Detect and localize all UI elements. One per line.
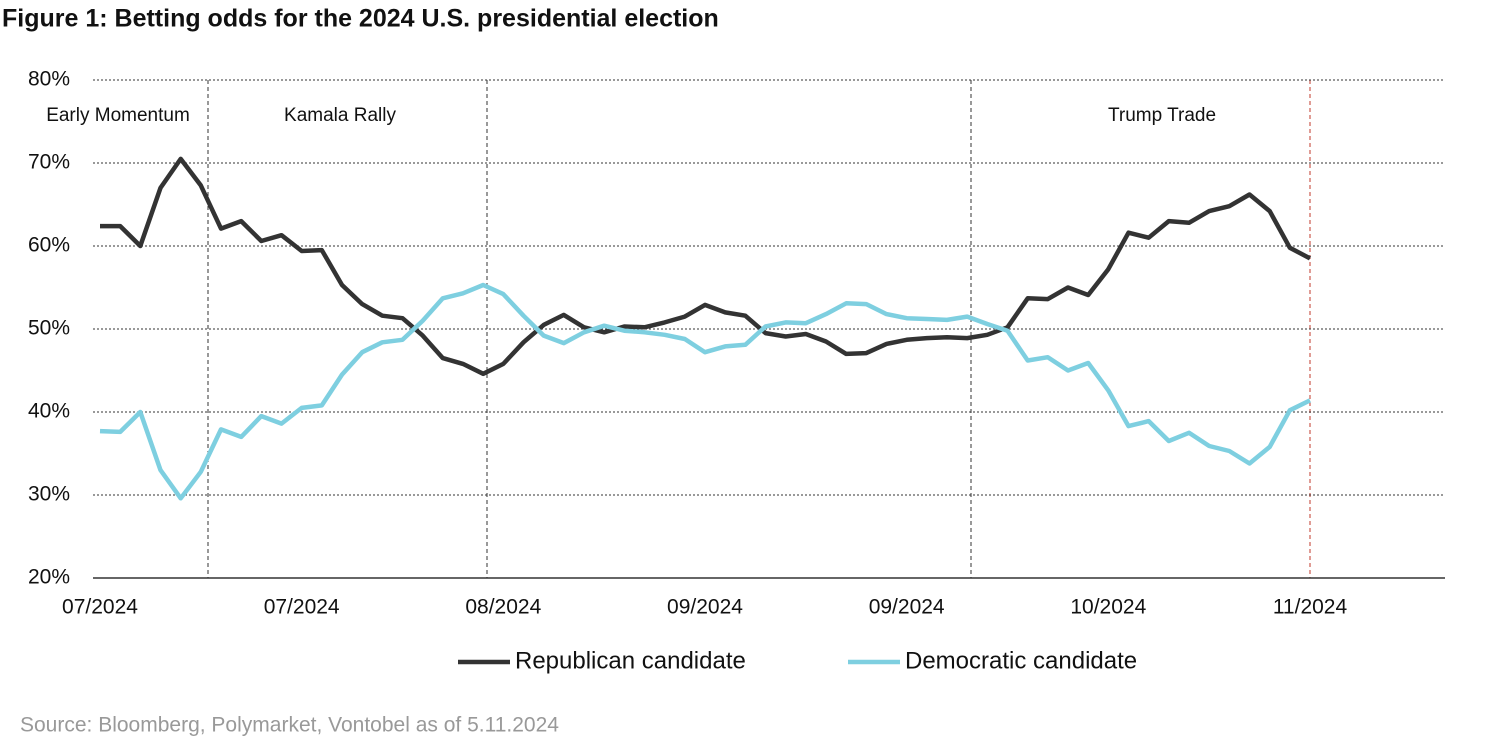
annotation: Trump Trade — [1108, 105, 1216, 126]
x-tick-label: 09/2024 — [667, 596, 743, 619]
series-line — [99, 282, 1311, 501]
series-line — [100, 156, 1312, 377]
legend-label: Democratic candidate — [905, 647, 1137, 674]
y-tick-label: 70% — [28, 151, 70, 174]
x-tick-label: 09/2024 — [869, 596, 945, 619]
x-tick-label: 10/2024 — [1070, 596, 1146, 619]
legend-label: Republican candidate — [515, 647, 746, 674]
source-note: Source: Bloomberg, Polymarket, Vontobel … — [20, 714, 559, 737]
x-tick-label: 11/2024 — [1273, 596, 1348, 619]
x-tick-label: 07/2024 — [264, 596, 340, 619]
y-tick-label: 40% — [28, 400, 70, 423]
y-tick-label: 80% — [28, 68, 70, 91]
y-tick-label: 50% — [28, 317, 70, 340]
y-tick-label: 20% — [28, 566, 70, 589]
x-tick-label: 08/2024 — [465, 596, 541, 619]
x-tick-label: 07/2024 — [62, 596, 138, 619]
y-tick-label: 60% — [28, 234, 70, 257]
annotation: Kamala Rally — [284, 105, 396, 126]
chart-title: Figure 1: Betting odds for the 2024 U.S.… — [2, 5, 719, 33]
y-tick-label: 30% — [28, 483, 70, 506]
annotation: Early Momentum — [46, 105, 190, 126]
